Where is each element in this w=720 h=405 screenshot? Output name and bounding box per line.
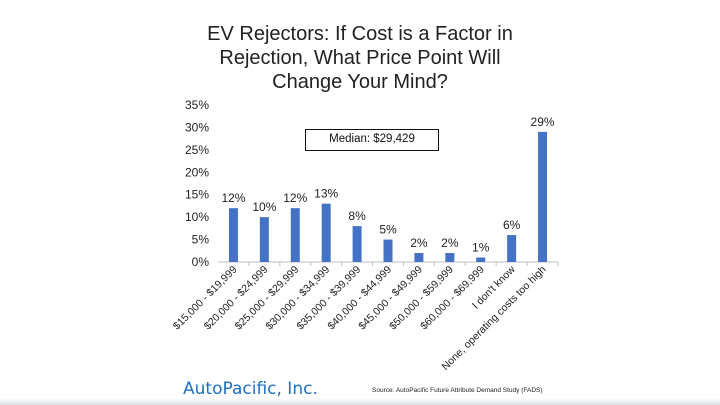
data-label: 29%	[531, 115, 555, 129]
bar	[290, 208, 300, 262]
data-label: 10%	[252, 200, 276, 214]
data-label: 2%	[441, 236, 459, 250]
y-tick-label: 10%	[185, 210, 209, 224]
bar	[476, 257, 486, 262]
source-note: Source: AutoPacific Future Attribute Dem…	[372, 387, 543, 394]
data-label: 6%	[503, 218, 521, 232]
bar	[507, 235, 517, 262]
bar	[383, 239, 393, 262]
y-tick-label: 15%	[185, 188, 209, 202]
chart-title: EV Rejectors: If Cost is a Factor in Rej…	[180, 22, 540, 94]
bar	[259, 217, 269, 262]
data-label: 12%	[221, 191, 245, 205]
chart-title-line-3: Change Your Mind?	[272, 71, 448, 93]
bar	[445, 253, 455, 262]
y-tick-label: 30%	[185, 120, 209, 134]
bar	[228, 208, 238, 262]
bottom-shade	[0, 398, 720, 405]
median-annotation: Median: $29,429	[305, 129, 439, 151]
y-tick-label: 25%	[185, 143, 209, 157]
data-label: 2%	[410, 236, 428, 250]
y-tick-label: 0%	[192, 255, 210, 269]
bar	[414, 253, 424, 262]
data-label: 12%	[283, 191, 307, 205]
company-logo: AutoPacific, Inc.	[183, 379, 318, 399]
y-tick-label: 35%	[185, 98, 209, 112]
y-tick-label: 5%	[192, 233, 210, 247]
data-label: 8%	[348, 209, 366, 223]
chart-title-line-1: EV Rejectors: If Cost is a Factor in	[207, 23, 513, 45]
data-label: 13%	[314, 187, 338, 201]
data-label: 5%	[379, 223, 397, 237]
chart-title-line-2: Rejection, What Price Point Will	[219, 47, 501, 69]
data-label: 1%	[472, 241, 490, 255]
bar	[321, 203, 331, 262]
y-tick-label: 20%	[185, 165, 209, 179]
bar	[538, 131, 548, 262]
bar	[352, 226, 362, 262]
